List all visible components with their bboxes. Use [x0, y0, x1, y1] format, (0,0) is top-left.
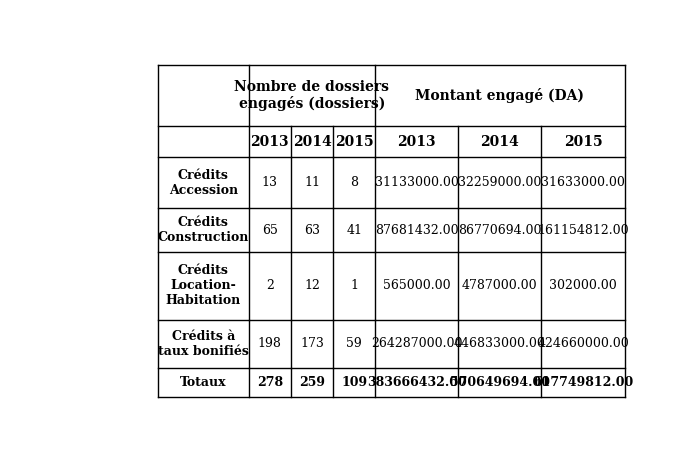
Text: 2: 2 — [266, 279, 274, 292]
Text: Totaux: Totaux — [180, 376, 227, 389]
Text: 41: 41 — [346, 224, 362, 237]
Text: 446833000.00: 446833000.00 — [454, 337, 546, 350]
Text: 2015: 2015 — [335, 135, 373, 149]
Text: 264287000.00: 264287000.00 — [371, 337, 463, 350]
Text: Crédits
Construction: Crédits Construction — [158, 216, 249, 244]
Text: Crédits à
taux bonifiés: Crédits à taux bonifiés — [158, 330, 248, 358]
Text: 4787000.00: 4787000.00 — [462, 279, 538, 292]
Text: 12: 12 — [304, 279, 320, 292]
Text: 198: 198 — [258, 337, 282, 350]
Text: 109: 109 — [341, 376, 368, 389]
Text: 565000.00: 565000.00 — [383, 279, 451, 292]
Text: 259: 259 — [299, 376, 325, 389]
Text: 1: 1 — [350, 279, 358, 292]
Text: 31633000.00: 31633000.00 — [541, 176, 625, 189]
Text: 2014: 2014 — [480, 135, 519, 149]
Text: 278: 278 — [257, 376, 283, 389]
Text: 2013: 2013 — [398, 135, 436, 149]
Text: 13: 13 — [262, 176, 278, 189]
Text: 302000.00: 302000.00 — [549, 279, 617, 292]
Text: Montant engagé (DA): Montant engagé (DA) — [415, 88, 584, 103]
Text: 31133000.00: 31133000.00 — [374, 176, 458, 189]
Text: 2013: 2013 — [251, 135, 289, 149]
Text: 570649694.00: 570649694.00 — [450, 376, 550, 389]
Text: 617749812.00: 617749812.00 — [533, 376, 633, 389]
Text: 59: 59 — [346, 337, 362, 350]
Text: 2014: 2014 — [293, 135, 331, 149]
Text: 173: 173 — [300, 337, 324, 350]
Text: 2015: 2015 — [564, 135, 602, 149]
Text: 11: 11 — [304, 176, 320, 189]
Text: 424660000.00: 424660000.00 — [537, 337, 629, 350]
Text: 65: 65 — [262, 224, 278, 237]
Text: 63: 63 — [304, 224, 320, 237]
Text: Crédits
Location-
Habitation: Crédits Location- Habitation — [166, 264, 241, 307]
Text: 32259000.00: 32259000.00 — [458, 176, 542, 189]
Text: 161154812.00: 161154812.00 — [537, 224, 629, 237]
Text: 8: 8 — [350, 176, 358, 189]
Text: Nombre de dossiers
engagés (dossiers): Nombre de dossiers engagés (dossiers) — [234, 80, 389, 111]
Text: Crédits
Accession: Crédits Accession — [169, 169, 238, 197]
Text: 383666432.00: 383666432.00 — [367, 376, 467, 389]
Text: 86770694.00: 86770694.00 — [458, 224, 542, 237]
Text: 87681432.00: 87681432.00 — [375, 224, 459, 237]
